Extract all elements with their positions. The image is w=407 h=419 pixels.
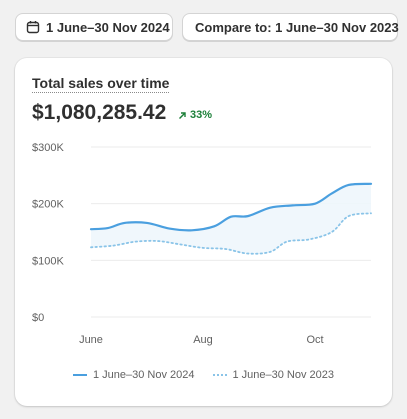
y-tick-label: $100K: [32, 255, 64, 267]
date-range-label: 1 June–30 Nov 2024: [46, 19, 170, 35]
x-tick-label: June: [79, 334, 103, 346]
legend-swatch-dotted: [212, 374, 227, 376]
y-tick-label: $0: [32, 312, 44, 324]
arrow-up-right-icon: [179, 111, 186, 119]
calendar-icon: [26, 20, 40, 34]
series-line-current[interactable]: [89, 182, 373, 232]
x-tick-label: Aug: [193, 334, 213, 346]
series-line-comparison[interactable]: [90, 212, 372, 255]
compare-range-label: Compare to: 1 June–30 Nov 2023: [195, 19, 399, 35]
card-title[interactable]: Total sales over time: [32, 75, 170, 93]
legend-swatch-solid: [72, 374, 87, 376]
sales-line-chart: $0 $100K $200K $300K June Aug Oct: [32, 142, 373, 346]
legend-label-comparison: 1 June–30 Nov 2023: [232, 369, 335, 381]
total-sales-value: $1,080,285.42: [32, 101, 167, 124]
total-sales-card: Total sales over time $1,080,285.42 33% …: [15, 58, 392, 406]
change-value: 33%: [190, 109, 213, 121]
legend-item-comparison[interactable]: 1 June–30 Nov 2023: [212, 369, 335, 381]
y-tick-label: $200K: [32, 199, 64, 211]
y-tick-label: $300K: [32, 142, 64, 154]
series-area-fill: [91, 183, 371, 254]
chart-legend: 1 June–30 Nov 2024 1 June–30 Nov 2023: [15, 369, 392, 381]
legend-label-current: 1 June–30 Nov 2024: [92, 369, 195, 381]
compare-range-picker[interactable]: Compare to: 1 June–30 Nov 2023: [182, 13, 399, 41]
x-tick-label: Oct: [306, 334, 323, 346]
legend-item-current[interactable]: 1 June–30 Nov 2024: [72, 369, 195, 381]
date-range-picker[interactable]: 1 June–30 Nov 2024: [15, 13, 173, 41]
change-badge: 33%: [178, 109, 212, 121]
